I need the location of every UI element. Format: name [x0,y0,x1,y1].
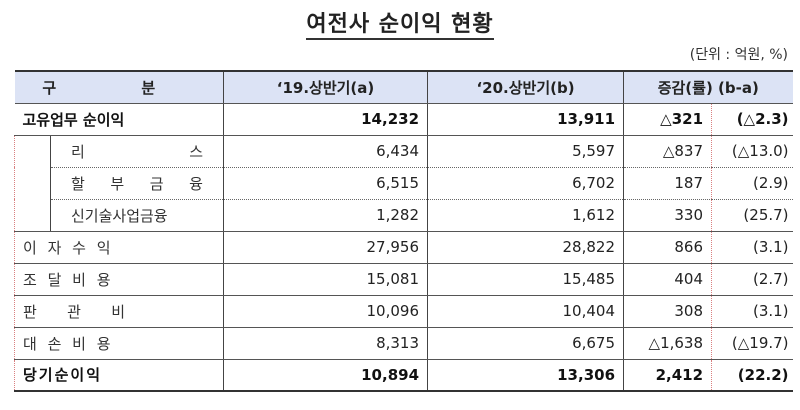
cell-rate: (3.1) [711,231,793,264]
cell-rate: (△13.0) [711,134,793,168]
header-h1-2020: ‘20.상반기(b) [427,70,624,104]
table-header-row: 구 분 ‘19.상반기(a) ‘20.상반기(b) 증감(률) (b-a) [14,70,793,104]
cell-b: 28,822 [427,231,624,264]
cell-a: 27,956 [223,231,428,264]
cell-diff: 330 [623,199,712,232]
cell-a: 6,515 [223,167,428,200]
header-h1-2019: ‘19.상반기(a) [223,70,428,104]
cell-b: 13,306 [427,359,624,392]
cell-b: 15,485 [427,263,624,296]
row-label: 당기순이익 [13,359,224,392]
row-label: 고유업무 순이익 [14,103,224,136]
cell-b: 13,911 [427,103,624,136]
cell-rate: (22.2) [711,359,793,392]
cell-b: 6,702 [427,167,624,200]
cell-diff: 2,412 [623,359,712,392]
indent-gutter [14,167,51,199]
cell-rate: (2.9) [711,167,793,200]
cell-diff: △837 [623,134,712,168]
row-label: 이 자 수 익 [13,231,224,264]
cell-a: 1,282 [223,199,428,232]
cell-b: 6,675 [427,327,624,360]
cell-diff: △1,638 [623,327,712,360]
cell-a: 8,313 [223,327,428,360]
table-row: 조 달 비 용 15,081 15,485 404 (2.7) [13,263,793,296]
cell-b: 10,404 [427,295,624,328]
row-label: 판 관 비 [13,295,224,328]
page-title: 여전사 순이익 현황 [0,6,800,40]
table-row: 이 자 수 익 27,956 28,822 866 (3.1) [13,231,793,264]
cell-rate: (△2.3) [711,103,793,136]
row-label: 조 달 비 용 [13,263,224,296]
cell-a: 15,081 [223,263,428,296]
cell-b: 1,612 [427,199,624,232]
table-row-total: 당기순이익 10,894 13,306 2,412 (22.2) [13,359,793,392]
cell-a: 10,894 [223,359,428,392]
indent-gutter [14,134,51,167]
header-category: 구 분 [14,70,224,104]
cell-a: 10,096 [223,295,428,328]
cell-diff: △321 [623,103,712,136]
header-change: 증감(률) (b-a) [623,70,793,104]
cell-b: 5,597 [427,134,624,168]
cell-diff: 187 [623,167,712,200]
indent-gutter [14,199,51,232]
net-income-table: 구 분 ‘19.상반기(a) ‘20.상반기(b) 증감(률) (b-a) 고유… [13,70,793,392]
cell-a: 14,232 [223,103,428,136]
row-label: 대 손 비 용 [13,327,224,360]
cell-rate: (3.1) [711,295,793,328]
table-row-sub: 신기술사업금융 1,282 1,612 330 (25.7) [14,199,793,232]
unit-note: (단위 : 억원, %) [689,47,788,63]
cell-diff: 866 [623,231,712,264]
cell-a: 6,434 [223,134,428,168]
table-row: 대 손 비 용 8,313 6,675 △1,638 (△19.7) [13,327,793,360]
cell-rate: (25.7) [711,199,793,232]
cell-rate: (△19.7) [711,327,793,360]
table-row: 고유업무 순이익 14,232 13,911 △321 (△2.3) [14,103,793,136]
row-label: 신기술사업금융 [49,199,224,232]
cell-rate: (2.7) [711,263,793,296]
table-row: 판 관 비 10,096 10,404 308 (3.1) [13,295,793,328]
cell-diff: 308 [623,295,712,328]
cell-diff: 404 [623,263,712,296]
